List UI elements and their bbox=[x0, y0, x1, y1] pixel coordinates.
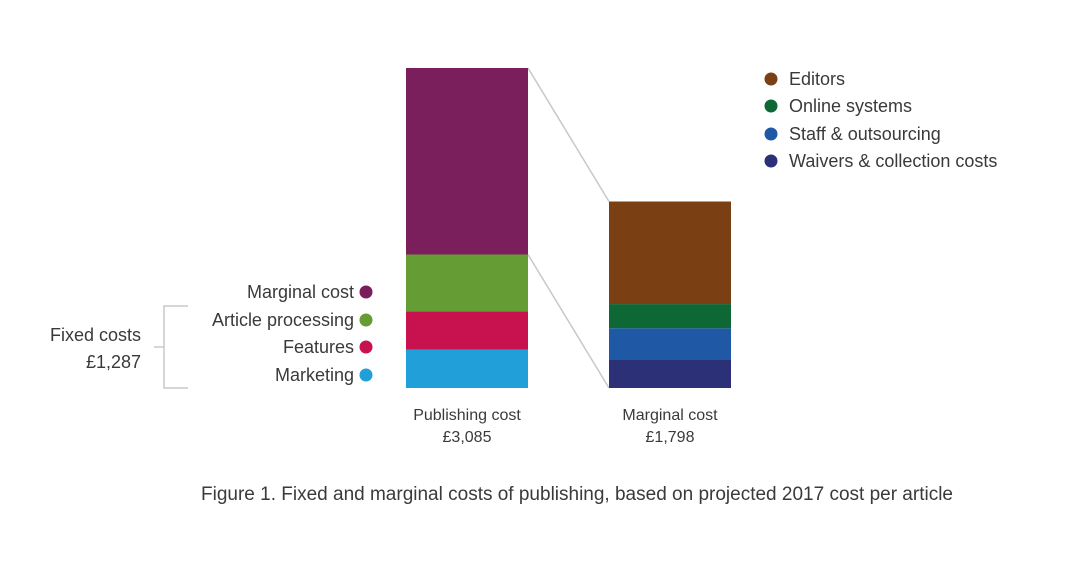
bar-axis-labels: Publishing cost £3,085 Marginal cost £1,… bbox=[413, 407, 718, 446]
bar-segment-publishing-cost-marginal-cost bbox=[406, 68, 528, 255]
right-legend-label: Editors bbox=[789, 69, 845, 89]
connector-line-bottom bbox=[527, 254, 610, 389]
left-legend-label: Marketing bbox=[275, 365, 354, 385]
figure-caption: Figure 1. Fixed and marginal costs of pu… bbox=[201, 484, 953, 505]
fixed-costs-label: Fixed costs bbox=[50, 325, 141, 345]
right-legend-item-waivers-and-collection-costs: Waivers & collection costs bbox=[764, 151, 997, 171]
left-legend-dot bbox=[359, 368, 373, 382]
left-legend-dot bbox=[359, 313, 373, 327]
right-legend-dot bbox=[764, 127, 778, 141]
bar-total-publishing: £3,085 bbox=[443, 429, 492, 446]
right-legend-dot bbox=[764, 99, 778, 113]
left-legend-dot bbox=[359, 340, 373, 354]
right-legend-item-editors: Editors bbox=[764, 69, 845, 89]
left-legend-item-marginal-cost: Marginal cost bbox=[247, 282, 373, 302]
right-legend-dot bbox=[764, 154, 778, 168]
fixed-costs-annotation: Fixed costs £1,287 bbox=[50, 305, 188, 389]
bar-segment-marginal-cost-staff-and-outsourcing bbox=[609, 328, 731, 360]
connector-lines bbox=[527, 67, 610, 389]
left-legend-item-marketing: Marketing bbox=[275, 365, 373, 385]
left-legend-item-features: Features bbox=[283, 337, 373, 357]
bar-segment-publishing-cost-features bbox=[406, 311, 528, 350]
right-legend: Editors Online systems Staff & outsourcing… bbox=[764, 69, 997, 171]
bar-segment-marginal-cost-editors bbox=[609, 201, 731, 305]
right-legend-item-online-systems: Online systems bbox=[764, 96, 912, 116]
right-legend-label: Staff & outsourcing bbox=[789, 124, 941, 144]
bar-total-marginal: £1,798 bbox=[646, 429, 695, 446]
bar-segment-marginal-cost-waivers-and-collection-costs bbox=[609, 359, 731, 388]
bar-label-publishing: Publishing cost bbox=[413, 407, 521, 424]
left-legend-label: Marginal cost bbox=[247, 282, 354, 302]
right-legend-label: Waivers & collection costs bbox=[789, 151, 997, 171]
left-legend-label: Features bbox=[283, 337, 354, 357]
bar-label-marginal: Marginal cost bbox=[622, 407, 718, 424]
left-legend: Marginal cost Article processing Features M… bbox=[212, 282, 373, 385]
right-legend-label: Online systems bbox=[789, 96, 912, 116]
left-legend-dot bbox=[359, 285, 373, 299]
connector-line-top bbox=[527, 67, 610, 202]
right-legend-dot bbox=[764, 72, 778, 86]
left-legend-item-article-processing: Article processing bbox=[212, 310, 373, 330]
bar-segment-publishing-cost-marketing bbox=[406, 349, 528, 388]
fixed-costs-bracket bbox=[154, 305, 188, 389]
bars-group bbox=[406, 68, 731, 388]
fixed-costs-value: £1,287 bbox=[86, 352, 141, 372]
left-legend-label: Article processing bbox=[212, 310, 354, 330]
bar-segment-publishing-cost-article-processing bbox=[406, 254, 528, 312]
right-legend-item-staff-and-outsourcing: Staff & outsourcing bbox=[764, 124, 941, 144]
bar-segment-marginal-cost-online-systems bbox=[609, 304, 731, 329]
